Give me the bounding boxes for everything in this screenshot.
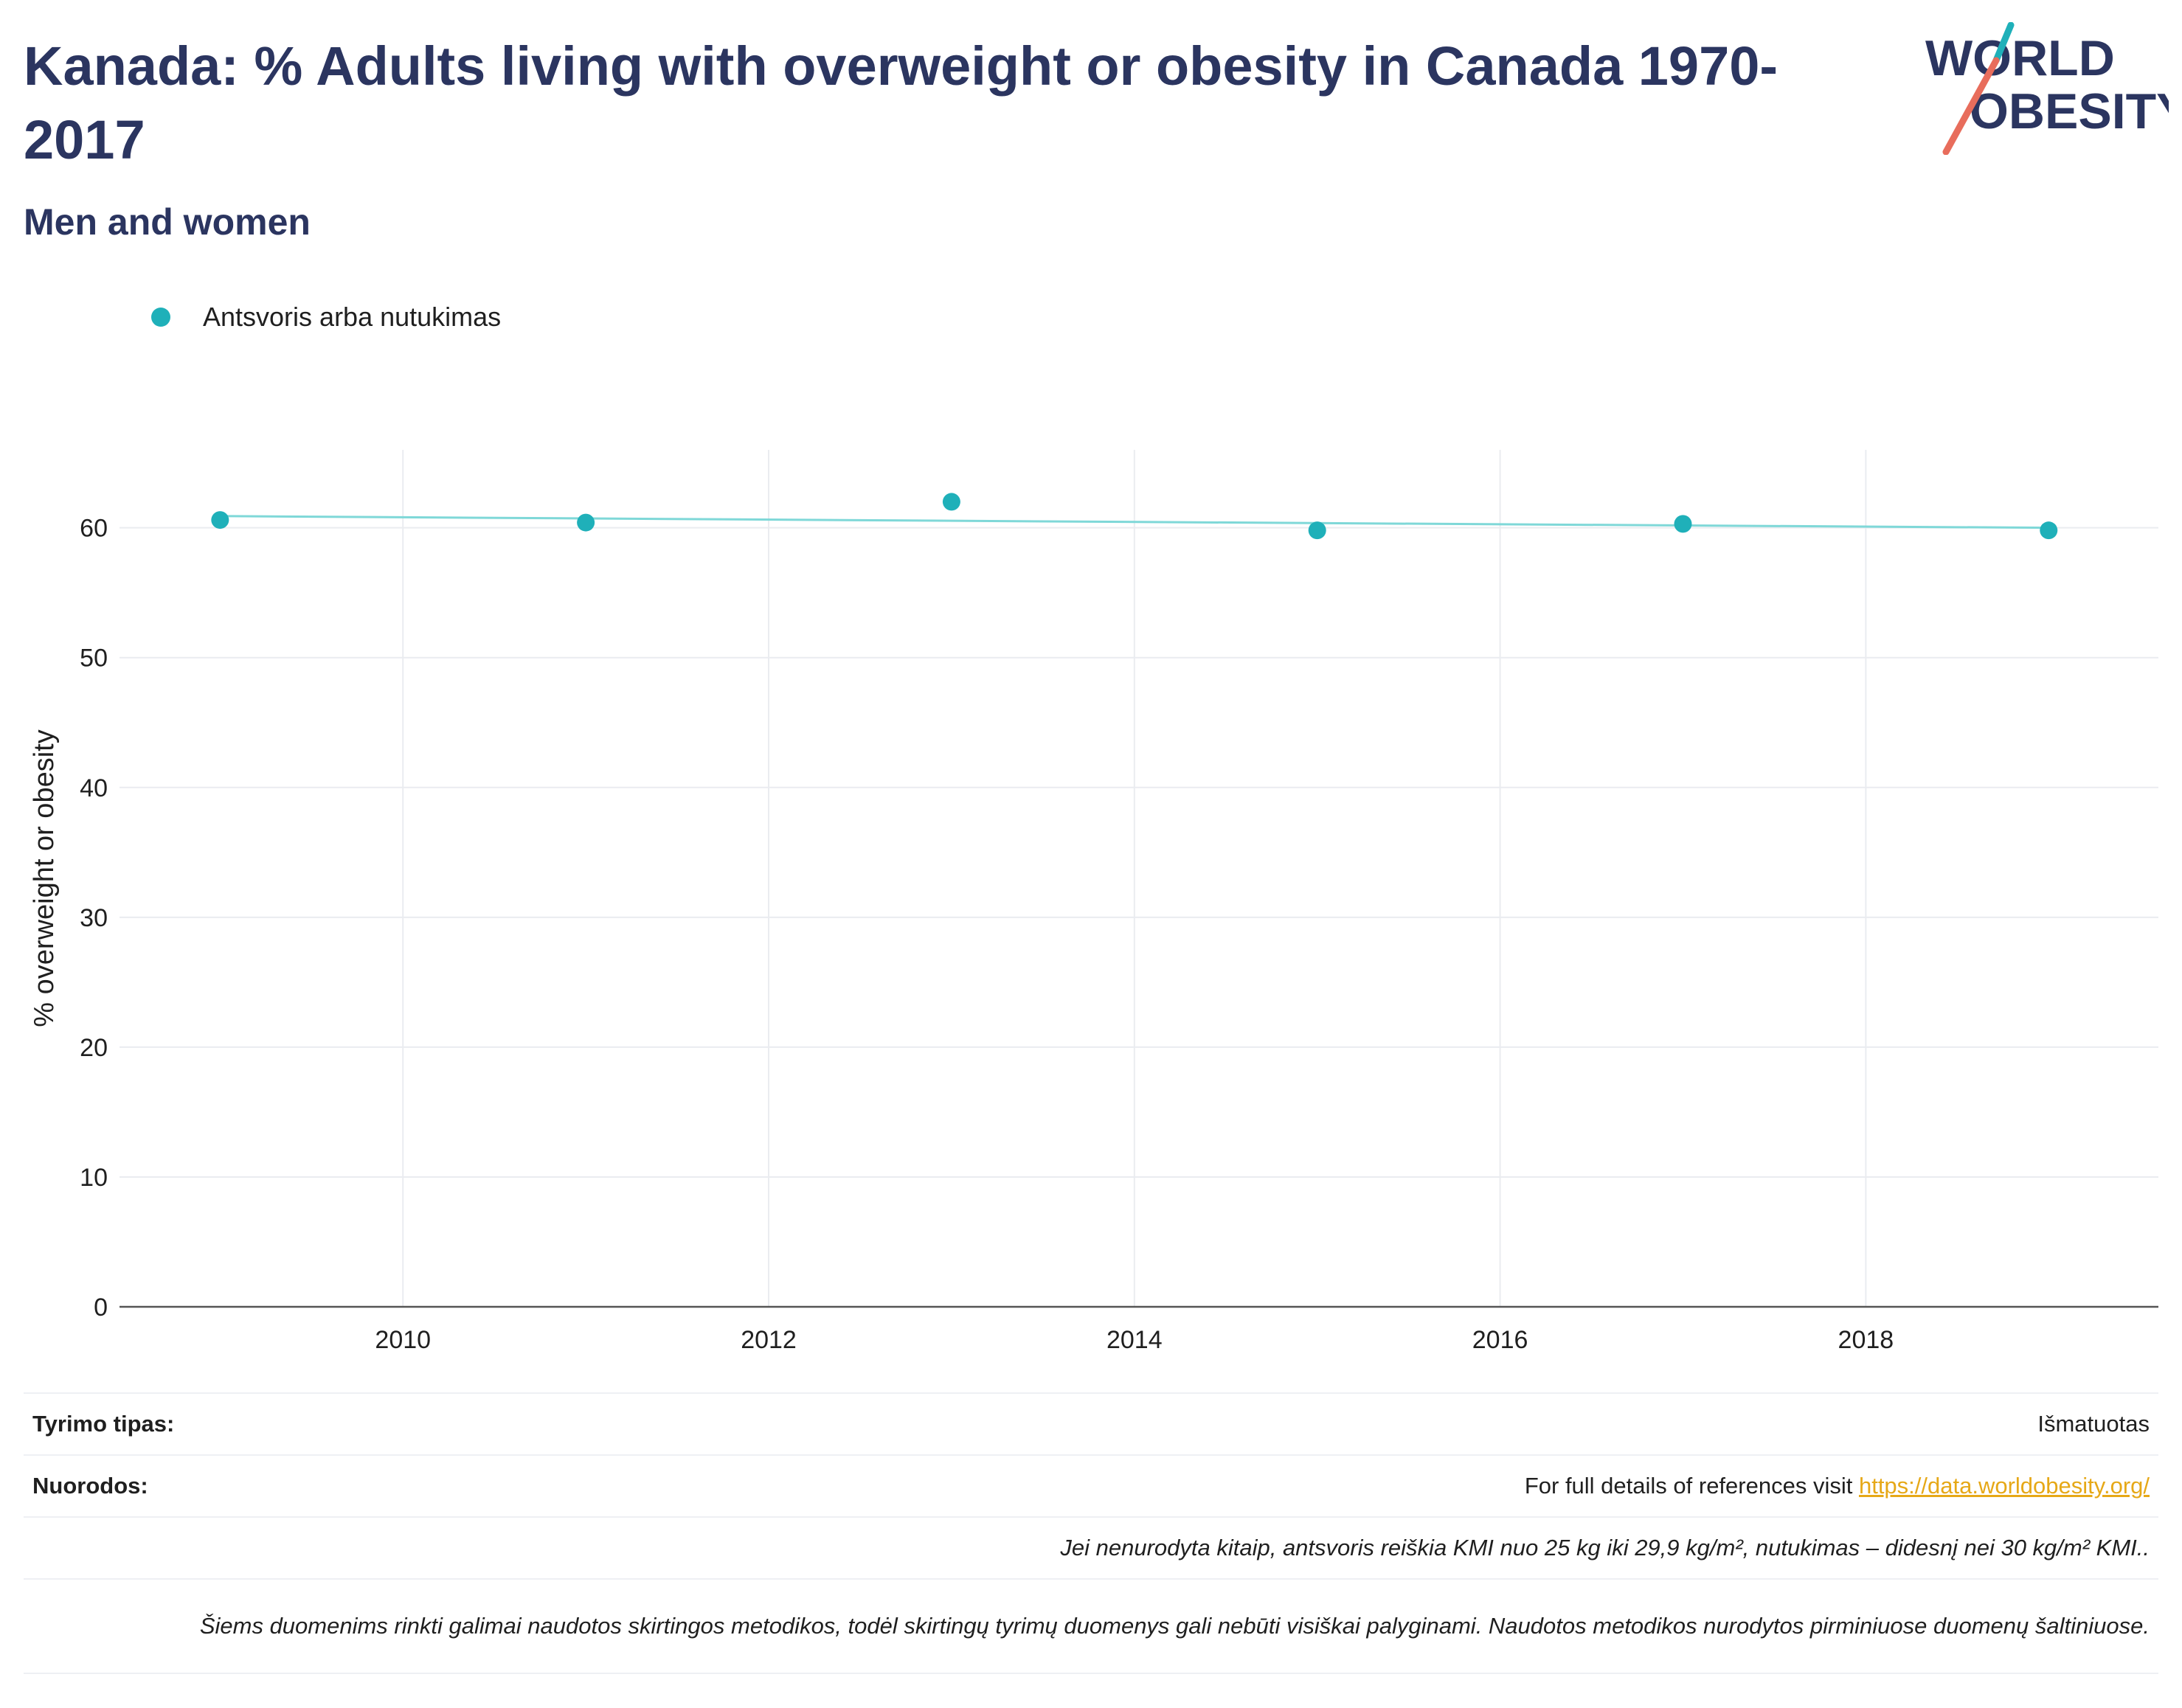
x-tick-label: 2010 — [375, 1326, 431, 1354]
survey-type-value: Išmatuotas — [2037, 1411, 2150, 1437]
references-label: Nuorodos: — [32, 1473, 148, 1499]
chart-subtitle: Men and women — [24, 201, 311, 243]
legend-label: Antsvoris arba nutukimas — [203, 302, 502, 332]
note-1: Jei nenurodyta kitaip, antsvoris reiškia… — [1060, 1535, 2150, 1561]
chart-legend: Antsvoris arba nutukimas — [151, 295, 501, 339]
world-obesity-logo: WORLD OBESITY — [1925, 22, 2169, 155]
data-point — [1308, 521, 1326, 540]
logo-line2: OBESITY — [1970, 83, 2169, 139]
data-point — [1674, 515, 1692, 533]
y-tick-label: 10 — [80, 1164, 108, 1192]
y-tick-label: 0 — [94, 1294, 108, 1322]
survey-type-row: Tyrimo tipas: Išmatuotas — [24, 1392, 2158, 1454]
chart-plot: 0 10 20 30 40 50 60 2010 2012 2014 2016 2018 % overw… — [29, 450, 2158, 1354]
note-row-1: Jei nenurodyta kitaip, antsvoris reiškia… — [24, 1516, 2158, 1578]
data-point — [211, 511, 229, 530]
data-point — [577, 513, 595, 532]
y-tick-label: 60 — [80, 515, 108, 543]
survey-type-label: Tyrimo tipas: — [32, 1411, 175, 1437]
x-tick-label: 2014 — [1106, 1326, 1163, 1354]
trend-line — [220, 515, 2049, 530]
y-axis-title: % overweight or obesity — [29, 729, 60, 1027]
x-tick-label: 2016 — [1472, 1326, 1528, 1354]
y-tick-label: 40 — [80, 774, 108, 802]
references-row: Nuorodos: For full details of references… — [24, 1454, 2158, 1516]
x-tick-label: 2012 — [741, 1326, 797, 1354]
note-row-2: Šiems duomenims rinkti galimai naudotos … — [24, 1578, 2158, 1674]
logo-line1: WORLD — [1925, 30, 2115, 86]
y-tick-label: 30 — [80, 904, 108, 932]
info-table: Tyrimo tipas: Išmatuotas Nuorodos: For f… — [24, 1392, 2158, 1674]
x-tick-label: 2018 — [1838, 1326, 1894, 1354]
note-2: Šiems duomenims rinkti galimai naudotos … — [199, 1613, 2150, 1639]
data-point — [942, 493, 960, 511]
references-value: For full details of references visit htt… — [1525, 1473, 2150, 1499]
data-point — [2040, 521, 2058, 540]
chart-title: Kanada: % Adults living with overweight … — [24, 35, 1778, 170]
y-tick-label: 50 — [80, 645, 108, 673]
y-tick-label: 20 — [80, 1034, 108, 1062]
references-text: For full details of references visit — [1524, 1473, 1853, 1499]
references-link[interactable]: https://data.worldobesity.org/ — [1858, 1473, 2150, 1499]
legend-marker — [151, 308, 170, 327]
